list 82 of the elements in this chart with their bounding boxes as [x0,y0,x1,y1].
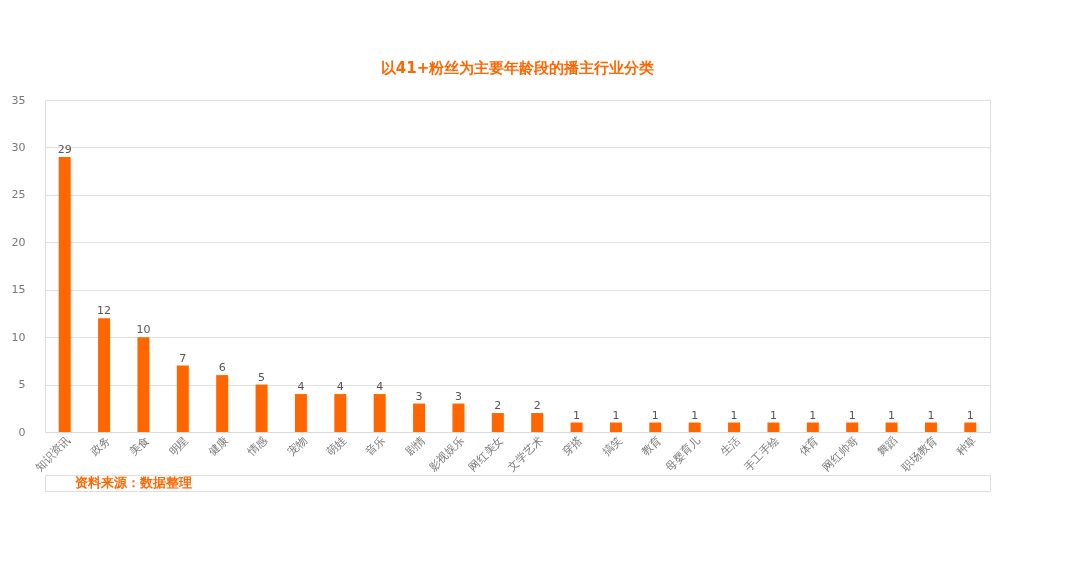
x-tick-label: 舞蹈 [875,433,901,459]
x-tick-label: 体育 [796,433,822,459]
data-label: 4 [376,380,384,394]
x-tick-label: 健康 [205,433,231,459]
bar [452,403,465,432]
bar [570,422,583,432]
data-label: 1 [848,408,856,422]
x-tick-label: 知识资讯 [32,433,74,475]
y-tick-label: 15 [11,283,26,297]
x-tick-label: 剧情 [402,433,428,459]
bar [137,337,150,432]
bar [98,318,111,432]
data-label: 12 [97,304,112,318]
x-tick-label: 教育 [639,433,664,459]
data-label: 1 [573,408,581,422]
x-tick-label: 种草 [954,433,979,459]
chart-title: 以41+粉丝为主要年龄段的播主行业分类 [380,59,655,77]
x-tick-label: 母婴育儿 [662,433,704,475]
x-tick-label: 影视娱乐 [426,433,467,475]
y-tick-label: 35 [11,93,26,107]
x-tick-label: 职场教育 [899,433,940,475]
data-label: 4 [336,380,344,394]
x-tick-label: 手工手绘 [741,433,782,475]
data-label: 1 [691,408,699,422]
data-label: 1 [966,408,974,422]
y-tick-label: 20 [11,235,26,249]
x-tick-label: 音乐 [363,433,389,459]
y-tick-label: 5 [18,378,26,392]
bar [491,413,504,432]
bar [255,384,268,432]
bar [216,375,229,432]
bar [531,413,544,432]
bar [964,422,977,432]
data-label: 2 [494,399,502,413]
x-tick-label: 宠物 [284,433,310,459]
data-label: 1 [809,408,817,422]
x-tick-label: 网红美女 [465,433,507,475]
data-label: 3 [415,389,423,403]
data-label: 1 [730,408,738,422]
bar [767,422,780,432]
data-label: 1 [927,408,935,422]
y-tick-label: 25 [11,188,26,202]
bar [688,422,701,432]
bar [176,365,189,432]
bar [846,422,859,432]
data-label: 5 [258,370,266,384]
x-tick-label: 美食 [127,433,152,459]
y-tick-label: 30 [11,140,26,154]
x-tick-label: 网红帅哥 [820,433,861,475]
data-label: 2 [533,399,541,413]
bar [373,394,386,432]
y-tick-label: 10 [11,330,26,344]
x-tick-label: 生活 [717,433,743,459]
bar [806,422,819,432]
bar [649,422,662,432]
text: 资料来源：数据整理 [75,475,192,490]
data-label: 1 [888,408,896,422]
data-label: 1 [651,408,659,422]
bar [924,422,937,432]
bar [413,403,426,432]
data-label: 4 [297,380,305,394]
data-label: 6 [218,361,226,375]
data-label: 29 [57,142,72,156]
bar [728,422,741,432]
x-tick-label: 搞笑 [599,433,625,459]
x-tick-label: 明星 [166,433,192,459]
x-tick-label: 穿搭 [560,433,586,459]
bar [294,394,307,432]
data-label: 1 [769,408,777,422]
data-label: 1 [612,408,620,422]
bar [58,156,71,432]
data-label: 10 [136,323,151,337]
bar [609,422,622,432]
x-tick-label: 情感 [244,433,271,460]
data-label: 7 [179,351,187,365]
y-tick-label: 0 [18,425,26,439]
x-tick-label: 萌娃 [324,433,349,459]
bar [885,422,898,432]
x-tick-label: 政务 [87,433,113,459]
data-label: 3 [454,389,462,403]
x-tick-label: 文学艺术 [505,433,546,475]
bar [334,394,347,432]
